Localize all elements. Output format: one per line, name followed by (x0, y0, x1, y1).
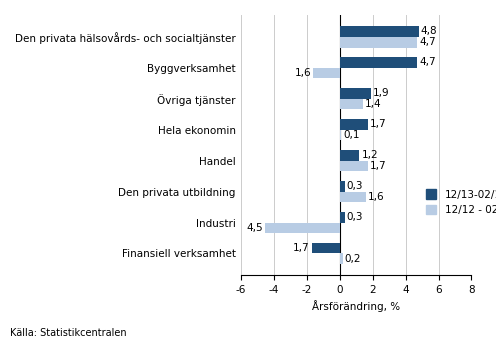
Text: 1,7: 1,7 (293, 243, 310, 253)
Text: 1,7: 1,7 (370, 119, 386, 129)
Bar (265, 223, 340, 233)
Text: 1,6: 1,6 (295, 68, 311, 78)
Text: 0,3: 0,3 (347, 181, 363, 191)
Text: 4,5: 4,5 (247, 223, 263, 233)
Bar (340, 192, 366, 203)
Text: 4,8: 4,8 (421, 26, 437, 36)
Bar (340, 37, 417, 47)
Bar (340, 253, 343, 264)
Bar (311, 243, 340, 253)
Bar (340, 150, 359, 161)
Text: 1,2: 1,2 (361, 150, 378, 160)
Text: 4,7: 4,7 (419, 37, 435, 47)
Text: 1,6: 1,6 (368, 192, 384, 202)
Bar (340, 57, 417, 68)
Text: 1,4: 1,4 (365, 99, 381, 109)
Bar (340, 212, 345, 223)
Text: 0,1: 0,1 (343, 130, 360, 140)
Bar (340, 88, 371, 99)
Bar (340, 130, 341, 140)
Bar (340, 161, 368, 172)
Legend: 12/13-02/14, 12/12 - 02/13: 12/13-02/14, 12/12 - 02/13 (426, 190, 496, 215)
Text: Källa: Statistikcentralen: Källa: Statistikcentralen (10, 328, 126, 338)
Text: 4,7: 4,7 (419, 57, 435, 67)
Bar (340, 26, 419, 37)
Text: 1,7: 1,7 (370, 161, 386, 171)
Bar (313, 68, 340, 78)
Text: 0,3: 0,3 (347, 212, 363, 222)
Text: 1,9: 1,9 (373, 88, 389, 98)
Text: 0,2: 0,2 (345, 254, 361, 264)
Bar (340, 181, 345, 192)
X-axis label: Årsförändring, %: Årsförändring, % (312, 300, 400, 312)
Bar (340, 119, 368, 130)
Bar (340, 99, 363, 109)
